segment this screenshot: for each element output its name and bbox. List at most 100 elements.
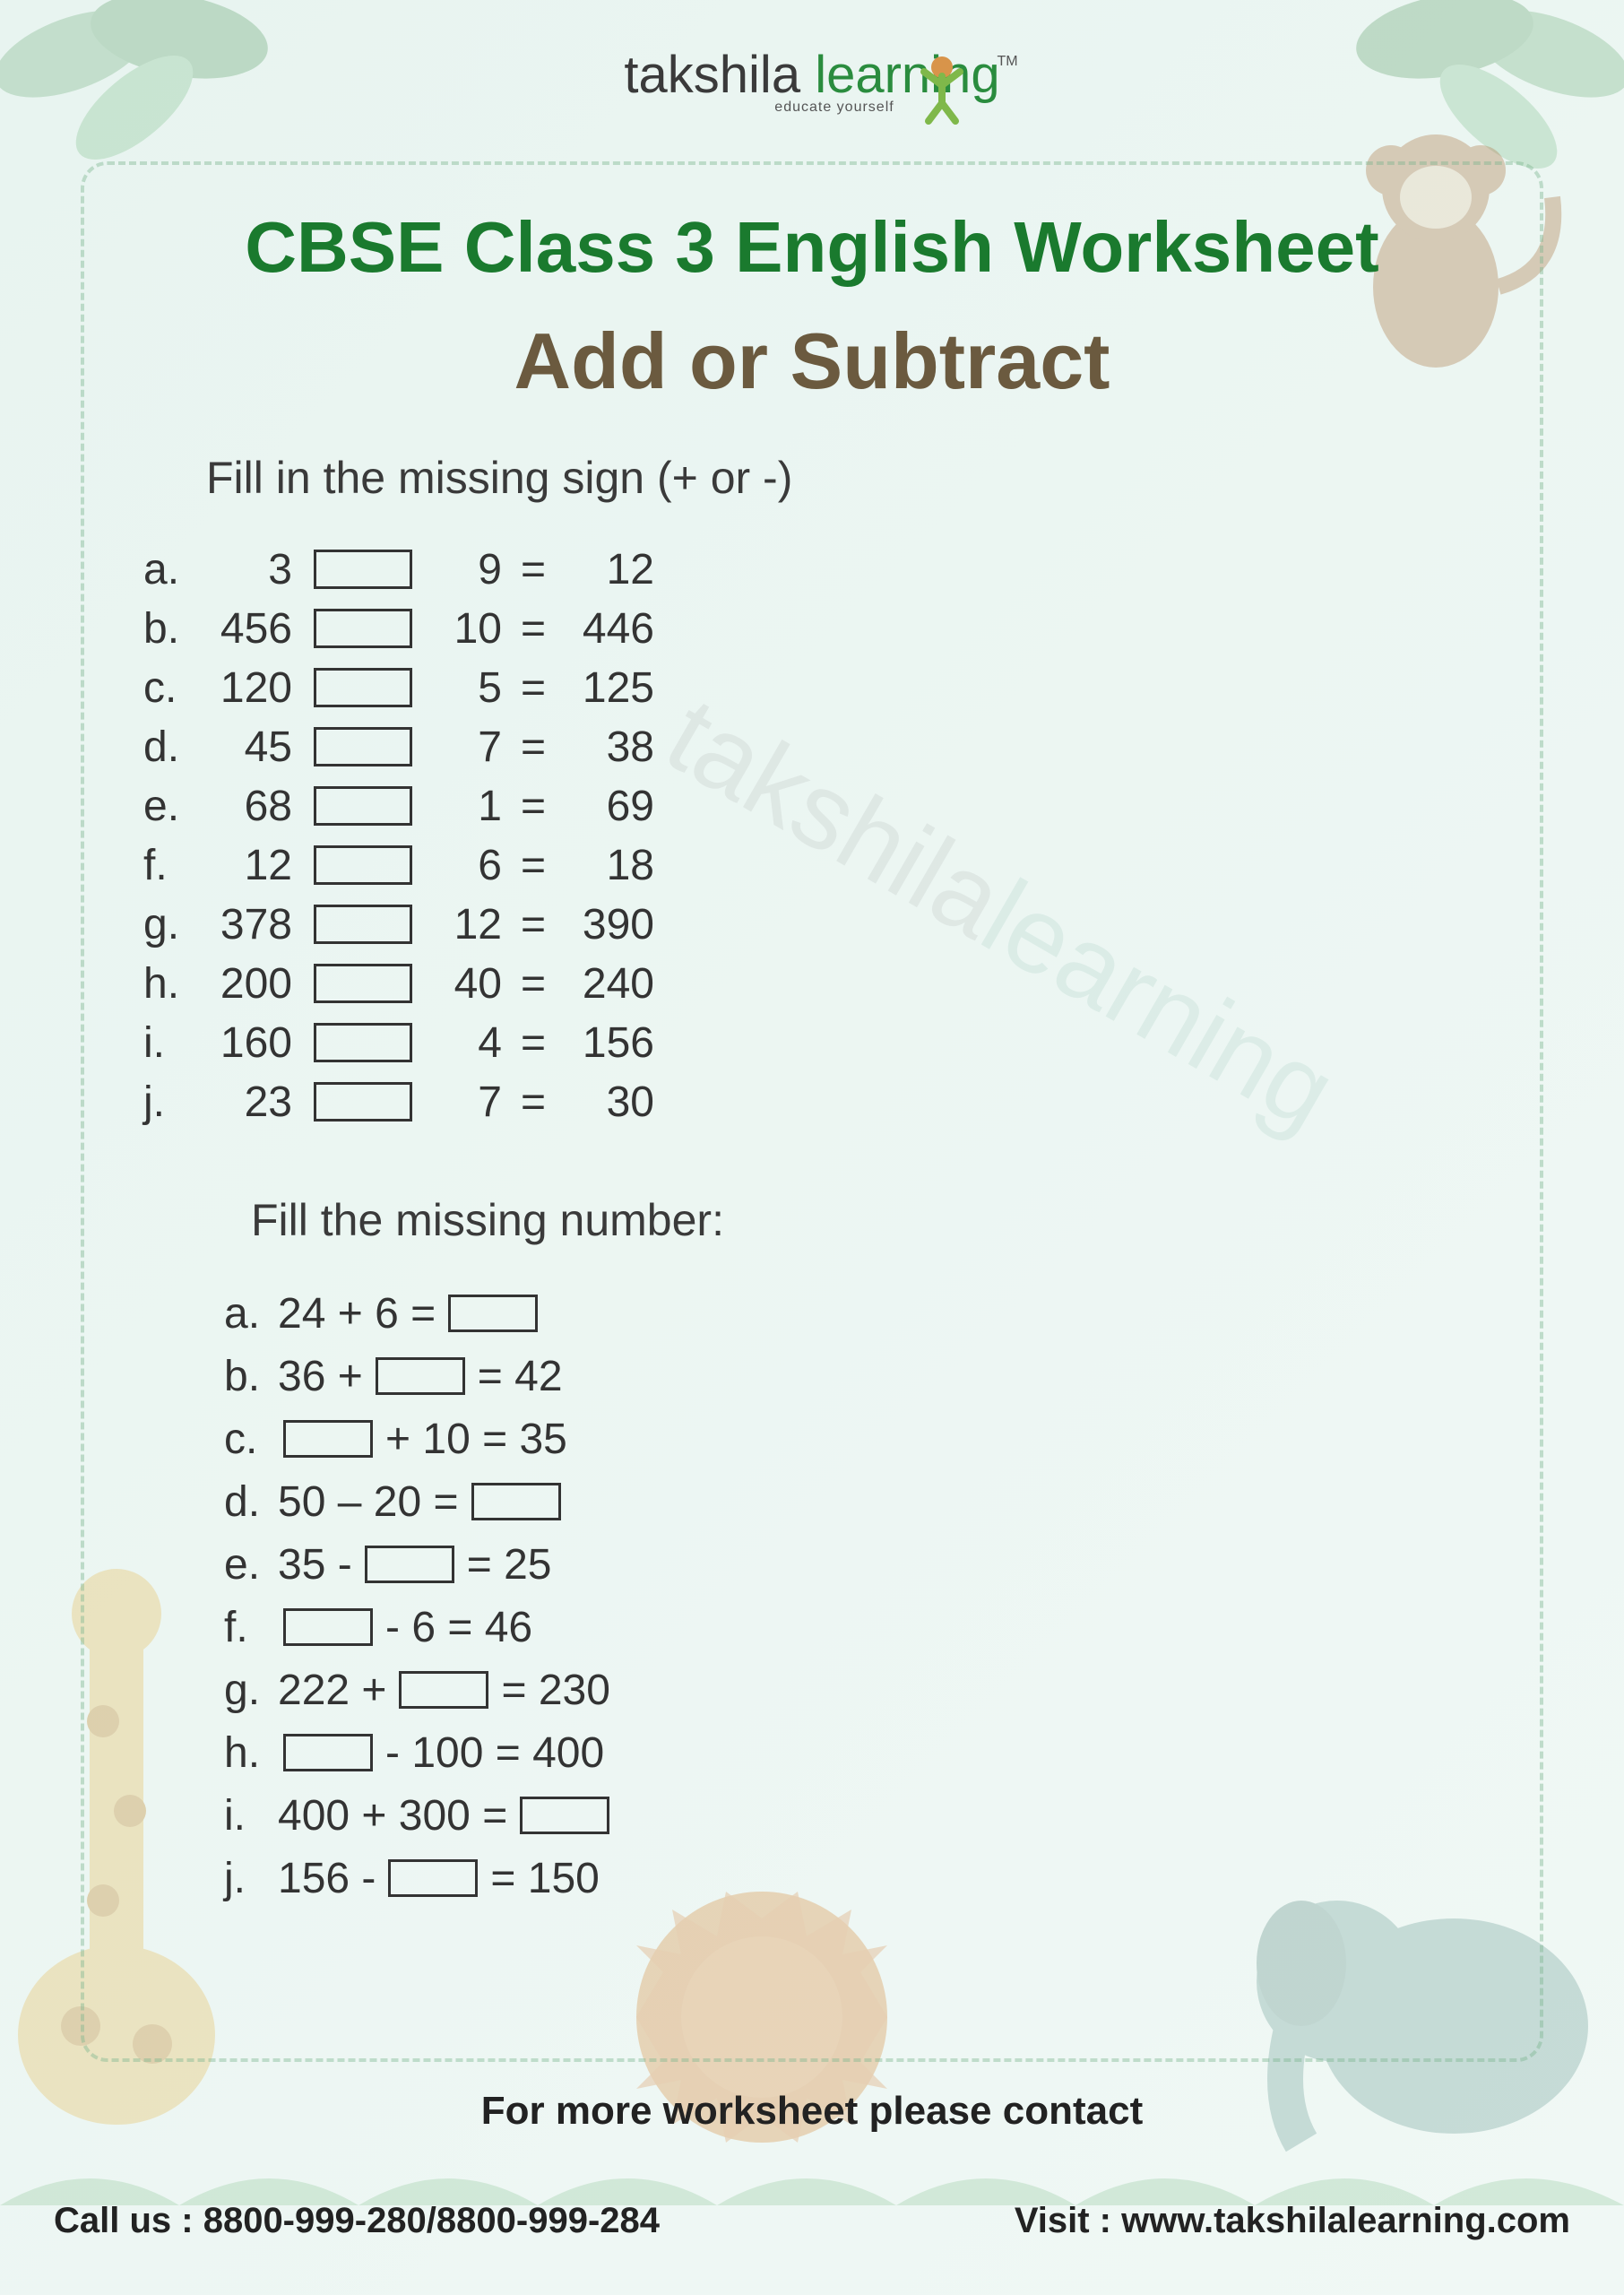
answer-box[interactable] xyxy=(314,727,412,766)
row-label: j. xyxy=(224,1854,278,1903)
problem-row: f. - 6 = 46 xyxy=(224,1596,1507,1658)
problem-row: h.20040=240 xyxy=(143,954,1507,1013)
answer-box[interactable] xyxy=(314,905,412,944)
equals-sign: = xyxy=(511,723,556,772)
footer-more: For more worksheet please contact xyxy=(0,2089,1624,2134)
operand-1: 378 xyxy=(197,900,305,949)
problem-row: j.156 -= 150 xyxy=(224,1847,1507,1910)
answer-box[interactable] xyxy=(283,1608,373,1646)
expression-text: 24 + 6 = xyxy=(278,1289,436,1338)
answer-box[interactable] xyxy=(520,1797,609,1834)
row-label: c. xyxy=(143,663,197,713)
logo-brand-1: takshila xyxy=(624,46,800,104)
row-label: b. xyxy=(224,1352,278,1401)
operand-1: 3 xyxy=(197,545,305,594)
answer-box[interactable] xyxy=(314,668,412,707)
operand-2: 1 xyxy=(421,782,511,831)
row-label: f. xyxy=(143,841,197,890)
row-label: j. xyxy=(143,1078,197,1127)
row-label: h. xyxy=(224,1728,278,1778)
problem-row: j.237=30 xyxy=(143,1072,1507,1131)
answer-box[interactable] xyxy=(314,1082,412,1122)
problem-row: c.1205=125 xyxy=(143,658,1507,717)
operand-1: 45 xyxy=(197,723,305,772)
result: 38 xyxy=(556,723,654,772)
problem-row: e.35 -= 25 xyxy=(224,1533,1507,1596)
problem-row: b.36 += 42 xyxy=(224,1345,1507,1407)
section2-problems: a.24 + 6 = b.36 += 42c.+ 10 = 35d.50 – 20… xyxy=(224,1282,1507,1910)
equals-sign: = xyxy=(511,663,556,713)
expression-text: = 25 xyxy=(467,1540,552,1589)
logo-tm: TM xyxy=(997,54,1017,70)
equals-sign: = xyxy=(511,1078,556,1127)
grass-icon xyxy=(0,2134,1624,2205)
result: 18 xyxy=(556,841,654,890)
section2-instruction: Fill the missing number: xyxy=(251,1194,1507,1246)
operand-2: 6 xyxy=(421,841,511,890)
result: 446 xyxy=(556,604,654,654)
problem-row: g.222 + = 230 xyxy=(224,1658,1507,1721)
row-label: b. xyxy=(143,604,197,654)
answer-box[interactable] xyxy=(399,1671,488,1709)
problem-row: d.457=38 xyxy=(143,717,1507,776)
answer-box[interactable] xyxy=(283,1420,373,1458)
expression-text: + 10 = 35 xyxy=(385,1415,567,1464)
row-label: g. xyxy=(143,900,197,949)
footer-call: Call us : 8800-999-280/8800-999-284 xyxy=(54,2201,660,2241)
equals-sign: = xyxy=(511,782,556,831)
expression-text: 35 - xyxy=(278,1540,352,1589)
row-label: g. xyxy=(224,1666,278,1715)
operand-2: 10 xyxy=(421,604,511,654)
answer-box[interactable] xyxy=(365,1546,454,1583)
problem-row: g.37812=390 xyxy=(143,895,1507,954)
equals-sign: = xyxy=(511,900,556,949)
row-label: f. xyxy=(224,1603,278,1652)
result: 12 xyxy=(556,545,654,594)
row-label: i. xyxy=(143,1018,197,1068)
problem-row: i.1604=156 xyxy=(143,1013,1507,1072)
logo: takshila learning TM educate yourself xyxy=(543,45,1081,116)
row-label: a. xyxy=(224,1289,278,1338)
answer-box[interactable] xyxy=(314,845,412,885)
answer-box[interactable] xyxy=(314,964,412,1003)
answer-box[interactable] xyxy=(314,786,412,826)
operand-1: 12 xyxy=(197,841,305,890)
operand-1: 23 xyxy=(197,1078,305,1127)
answer-box[interactable] xyxy=(376,1357,465,1395)
row-label: d. xyxy=(143,723,197,772)
problem-row: f.126=18 xyxy=(143,836,1507,895)
expression-text: - 6 = 46 xyxy=(385,1603,532,1652)
answer-box[interactable] xyxy=(448,1295,538,1332)
expression-text: 222 + xyxy=(278,1666,386,1715)
operand-1: 120 xyxy=(197,663,305,713)
operand-2: 9 xyxy=(421,545,511,594)
logo-figure-icon xyxy=(911,54,973,126)
row-label: d. xyxy=(224,1477,278,1527)
operand-1: 200 xyxy=(197,959,305,1009)
row-label: e. xyxy=(143,782,197,831)
footer-bar: Call us : 8800-999-280/8800-999-284 Visi… xyxy=(54,2201,1570,2241)
answer-box[interactable] xyxy=(471,1483,561,1520)
result: 125 xyxy=(556,663,654,713)
result: 156 xyxy=(556,1018,654,1068)
operand-1: 68 xyxy=(197,782,305,831)
problem-row: b.45610=446 xyxy=(143,599,1507,658)
problem-row: c.+ 10 = 35 xyxy=(224,1407,1507,1470)
result: 30 xyxy=(556,1078,654,1127)
section1-instruction: Fill in the missing sign (+ or -) xyxy=(206,452,1507,504)
answer-box[interactable] xyxy=(314,609,412,648)
operand-2: 4 xyxy=(421,1018,511,1068)
result: 69 xyxy=(556,782,654,831)
answer-box[interactable] xyxy=(314,550,412,589)
expression-text: = 230 xyxy=(501,1666,609,1715)
equals-sign: = xyxy=(511,1018,556,1068)
answer-box[interactable] xyxy=(283,1734,373,1771)
footer-visit: Visit : www.takshilalearning.com xyxy=(1015,2201,1570,2241)
answer-box[interactable] xyxy=(388,1859,478,1897)
operand-2: 40 xyxy=(421,959,511,1009)
answer-box[interactable] xyxy=(314,1023,412,1062)
expression-text: 36 + xyxy=(278,1352,363,1401)
problem-row: d.50 – 20 = xyxy=(224,1470,1507,1533)
expression-text: 156 - xyxy=(278,1854,376,1903)
row-label: a. xyxy=(143,545,197,594)
